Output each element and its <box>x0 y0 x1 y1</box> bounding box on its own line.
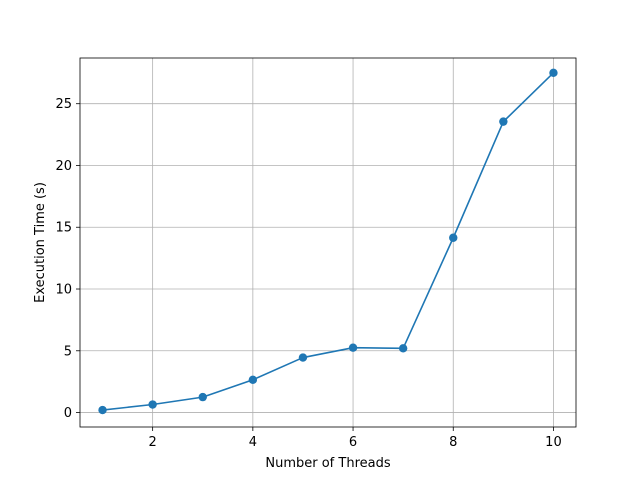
series-line <box>102 72 555 411</box>
y-tick-label: 20 <box>55 159 72 174</box>
data-point <box>398 344 408 353</box>
data-point <box>549 68 558 78</box>
data-point <box>148 400 157 409</box>
series-layer <box>98 68 558 415</box>
data-point <box>198 392 207 402</box>
y-tick-label: 25 <box>55 97 72 112</box>
data-point <box>499 117 508 126</box>
axis-ticks: 2 4 6 8 10 0 5 10 15 20 25 <box>55 97 561 450</box>
x-tick-label: 2 <box>149 435 157 450</box>
y-tick-label: 10 <box>55 283 72 298</box>
y-tick-label: 15 <box>55 221 72 236</box>
y-axis-label: Execution Time (s) <box>33 182 48 303</box>
x-tick-label: 8 <box>449 435 457 450</box>
grid-lines <box>80 58 576 427</box>
x-tick-label: 4 <box>249 435 257 450</box>
data-point <box>248 375 258 385</box>
data-point <box>348 343 358 352</box>
x-tick-label: 6 <box>349 435 357 450</box>
y-tick-label: 5 <box>64 344 72 359</box>
x-axis-label: Number of Threads <box>265 456 390 471</box>
plot-area-frame <box>79 57 577 428</box>
x-tick-label: 10 <box>545 435 562 450</box>
data-point <box>298 353 308 362</box>
data-point <box>98 405 107 415</box>
y-tick-label: 0 <box>64 406 72 421</box>
data-point <box>449 233 458 242</box>
